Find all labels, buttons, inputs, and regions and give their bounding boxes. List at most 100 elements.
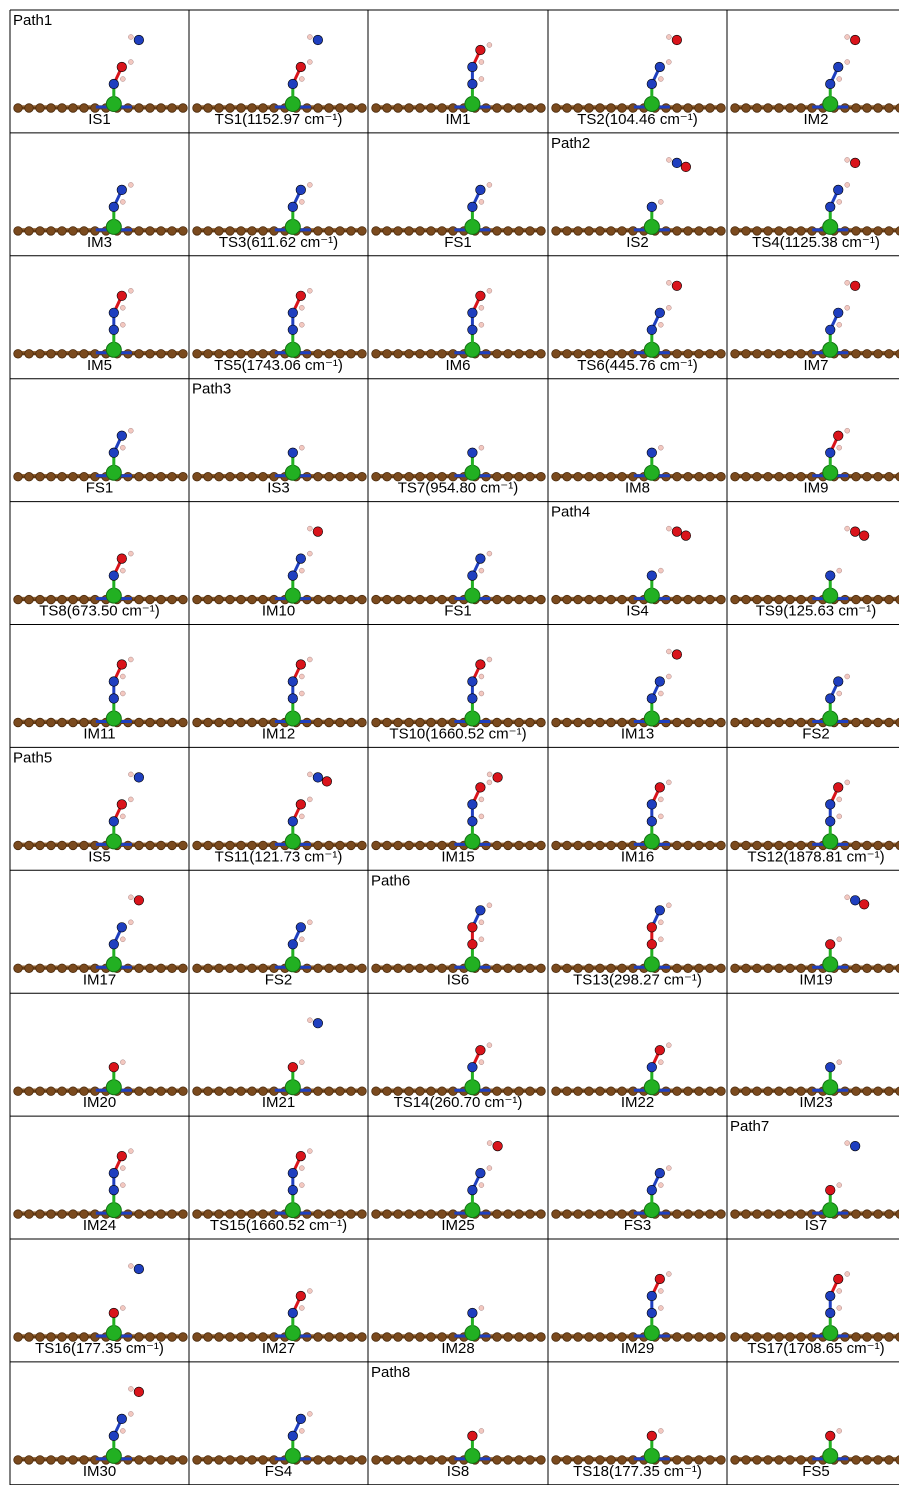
structure-label: TS17(1708.65 cm⁻¹) <box>747 1340 884 1357</box>
structure-cell: IS1Path1 <box>13 12 187 128</box>
carbon-atom <box>47 964 56 973</box>
structure-cell: IM19 <box>731 895 899 989</box>
carbon-atom <box>717 1210 726 1219</box>
carbon-atom <box>493 227 502 236</box>
path-label: Path2 <box>551 135 590 152</box>
carbon-atom <box>347 1333 356 1342</box>
hydrogen-atom <box>307 1411 312 1416</box>
carbon-atom <box>717 472 726 481</box>
hydrogen-atom <box>487 43 492 48</box>
carbon-atom <box>863 472 872 481</box>
hydrogen-atom <box>120 305 125 310</box>
atom <box>825 1308 835 1318</box>
hydrogen-atom <box>479 60 484 65</box>
atom <box>288 1431 298 1441</box>
hydrogen-atom <box>845 305 850 310</box>
carbon-atom <box>394 595 403 604</box>
carbon-atom <box>383 1087 392 1096</box>
hydrogen-atom <box>666 903 671 908</box>
carbon-atom <box>731 1333 740 1342</box>
carbon-atom <box>14 104 23 113</box>
carbon-atom <box>526 1210 535 1219</box>
structure-label: IS5 <box>88 848 111 865</box>
structure-label: TS4(1125.38 cm⁻¹) <box>752 234 880 251</box>
carbon-atom <box>673 1333 682 1342</box>
carbon-atom <box>526 472 535 481</box>
carbon-atom <box>493 964 502 973</box>
carbon-atom <box>852 1087 861 1096</box>
carbon-atom <box>25 1210 34 1219</box>
structure-label: IM19 <box>799 971 832 988</box>
structure-cell: IS7Path7 <box>730 1118 899 1234</box>
carbon-atom <box>405 227 414 236</box>
carbon-atom <box>405 964 414 973</box>
hydrogen-atom <box>658 937 663 942</box>
structure-label: TS12(1878.81 cm⁻¹) <box>747 848 884 865</box>
carbon-atom <box>58 1456 67 1465</box>
structure-label: IM20 <box>83 1094 116 1111</box>
atom <box>859 900 869 910</box>
hydrogen-atom <box>658 322 663 327</box>
atom <box>672 527 682 537</box>
atom <box>134 896 144 906</box>
structure-label: TS10(1660.52 cm⁻¹) <box>389 726 526 743</box>
structure-cell: FS2 <box>193 920 367 989</box>
atom <box>288 940 298 950</box>
structure-cell: IS2Path2 <box>551 135 725 251</box>
cell-content: IM9 <box>731 428 899 497</box>
structure-cell: IM11 <box>14 657 188 743</box>
atom <box>476 185 486 195</box>
hydrogen-atom <box>128 1386 133 1391</box>
carbon-atom <box>585 718 594 727</box>
carbon-atom <box>146 227 155 236</box>
atom <box>672 281 682 291</box>
carbon-atom <box>325 472 334 481</box>
path-label: Path1 <box>13 12 52 29</box>
carbon-atom <box>157 1087 166 1096</box>
structure-label: IM30 <box>83 1463 116 1480</box>
carbon-atom <box>585 595 594 604</box>
carbon-atom <box>885 1333 894 1342</box>
atom <box>134 773 144 783</box>
carbon-atom <box>416 595 425 604</box>
hydrogen-atom <box>307 1149 312 1154</box>
hydrogen-atom <box>120 1428 125 1433</box>
atom <box>296 1414 306 1424</box>
cell-content: IM16 <box>552 780 726 866</box>
atom <box>109 1308 119 1318</box>
atom <box>109 1062 119 1072</box>
carbon-atom <box>706 227 715 236</box>
structure-label: TS6(445.76 cm⁻¹) <box>577 357 697 374</box>
carbon-atom <box>25 104 34 113</box>
carbon-atom <box>526 841 535 850</box>
structure-cell: IS3Path3 <box>192 381 366 497</box>
atom <box>313 773 323 783</box>
structure-cell: IM9 <box>731 428 899 497</box>
carbon-atom <box>358 1333 367 1342</box>
hydrogen-atom <box>120 322 125 327</box>
carbon-atom <box>515 350 524 359</box>
carbon-atom <box>585 1087 594 1096</box>
carbon-atom <box>325 1456 334 1465</box>
atom <box>109 79 119 89</box>
carbon-atom <box>36 227 45 236</box>
carbon-atom <box>237 1087 246 1096</box>
cell-content: IM8 <box>552 445 726 497</box>
structure-label: IM27 <box>262 1340 295 1357</box>
carbon-atom <box>36 350 45 359</box>
carbon-atom <box>204 1333 213 1342</box>
hydrogen-atom <box>299 1428 304 1433</box>
carbon-atom <box>607 1333 616 1342</box>
carbon-atom <box>427 1210 436 1219</box>
structure-cell: IM1 <box>372 43 546 129</box>
carbon-atom <box>394 841 403 850</box>
carbon-atom <box>358 227 367 236</box>
carbon-atom <box>168 718 177 727</box>
structure-cell: IM17 <box>14 895 188 989</box>
carbon-atom <box>146 1087 155 1096</box>
carbon-atom <box>585 1333 594 1342</box>
cell-content: TS15(1660.52 cm⁻¹) <box>193 1149 367 1235</box>
hydrogen-atom <box>487 772 492 777</box>
atom <box>476 291 486 301</box>
